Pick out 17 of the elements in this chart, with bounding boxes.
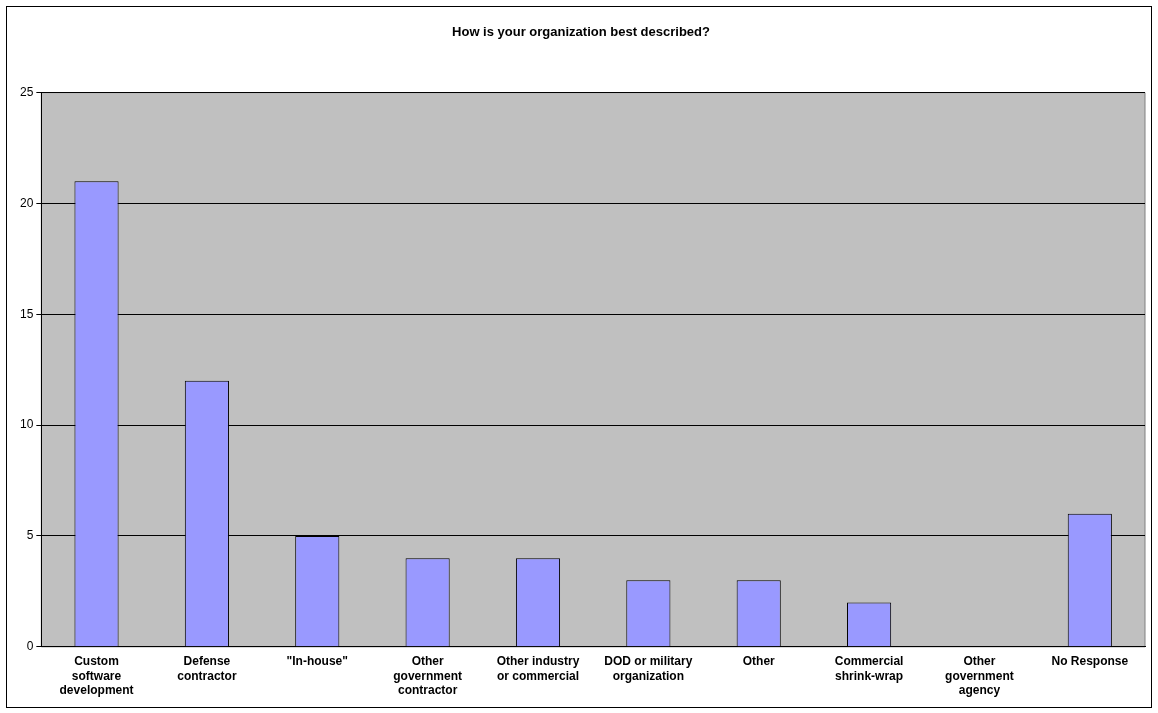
- x-tick-label: Other government agency: [945, 654, 1014, 698]
- x-tick-label: Other industry or commercial: [496, 654, 580, 683]
- x-tick-label: Other: [742, 654, 776, 669]
- x-tick-label: No Response: [1051, 654, 1129, 669]
- y-tick-label: 25: [19, 84, 34, 99]
- chart-title: How is your organization best described?: [452, 24, 710, 40]
- x-tick-label: DOD or military organization: [604, 654, 693, 683]
- y-tick-label: 15: [19, 306, 34, 321]
- x-tick-label: Defense contractor: [177, 654, 237, 683]
- x-tick-label: Custom software development: [59, 654, 134, 698]
- x-tick-label: Other government contractor: [393, 654, 462, 698]
- x-tick-label: Commercial shrink-wrap: [834, 654, 904, 683]
- y-tick-label: 10: [19, 417, 34, 432]
- y-tick-label: 5: [26, 528, 34, 543]
- x-tick-label: "In-house": [286, 654, 348, 669]
- y-tick-label: 0: [26, 639, 34, 654]
- y-tick-label: 20: [19, 195, 34, 210]
